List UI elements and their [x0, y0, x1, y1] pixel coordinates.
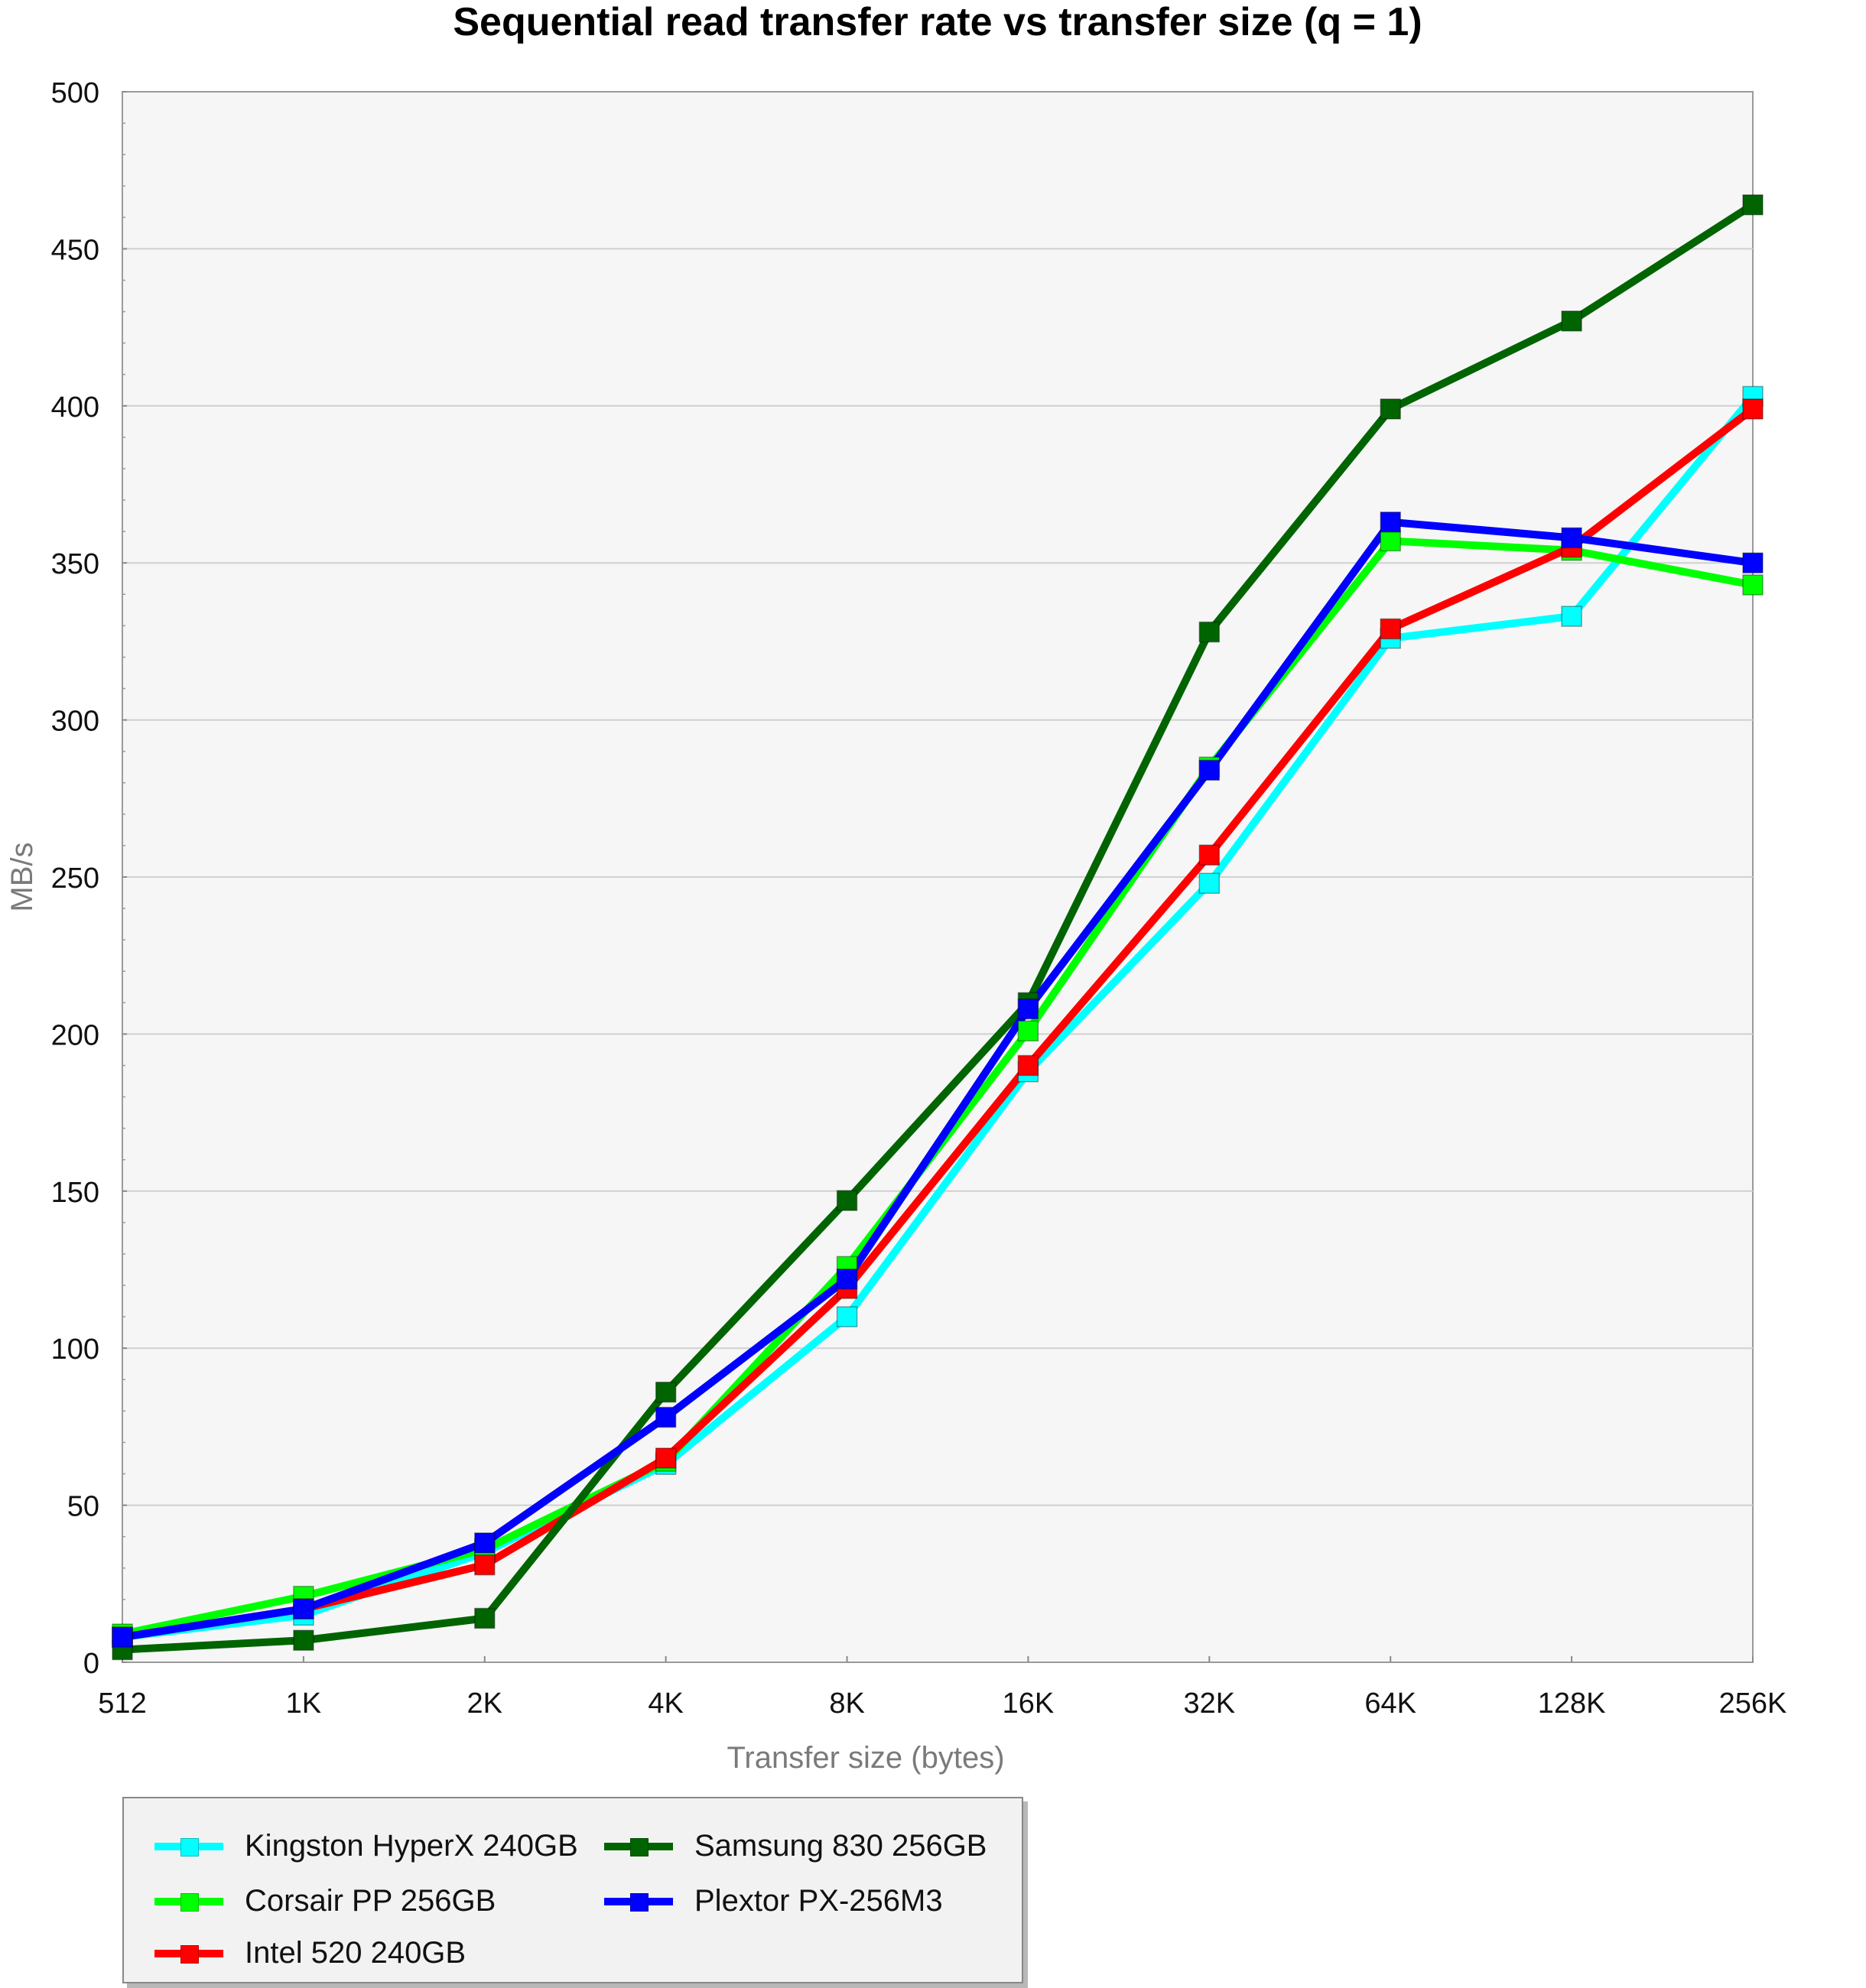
- legend-item: Corsair PP 256GB: [154, 1884, 496, 1918]
- data-point: [474, 1532, 496, 1554]
- y-tick-label: 500: [51, 77, 99, 109]
- x-tick-label: 128K: [1538, 1688, 1606, 1720]
- data-point: [474, 1607, 496, 1629]
- legend-item: Kingston HyperX 240GB: [154, 1829, 578, 1863]
- data-point: [1198, 872, 1221, 894]
- data-point: [836, 1190, 858, 1211]
- legend-label: Intel 520 240GB: [245, 1936, 466, 1970]
- data-point: [1742, 194, 1764, 216]
- data-point: [655, 1381, 677, 1403]
- data-point: [1017, 1020, 1039, 1042]
- data-point: [1198, 621, 1221, 643]
- y-tick-label: 450: [51, 234, 99, 266]
- data-point: [1561, 310, 1582, 332]
- legend-swatch: [154, 1892, 223, 1912]
- data-point: [1017, 1054, 1039, 1077]
- y-tick-label: 150: [51, 1177, 99, 1209]
- x-tick-label: 256K: [1719, 1688, 1787, 1720]
- data-point: [655, 1406, 677, 1428]
- y-axis: 0 50 100 150 200 250 300 350 400 450 500: [51, 77, 127, 1680]
- x-axis-label: Transfer size (bytes): [727, 1741, 1004, 1775]
- legend-swatch: [604, 1837, 673, 1856]
- data-point: [112, 1626, 133, 1648]
- legend-label: Kingston HyperX 240GB: [245, 1829, 578, 1863]
- legend-label: Plextor PX-256M3: [694, 1884, 943, 1918]
- legend-swatch: [604, 1892, 673, 1912]
- data-point: [1380, 512, 1401, 533]
- x-axis: 512 1K 2K 4K 8K 16K 32K 64K 128K 256K: [98, 1656, 1786, 1720]
- x-tick-label: 512: [98, 1688, 146, 1720]
- y-tick-label: 350: [51, 548, 99, 580]
- y-tick-label: 400: [51, 391, 99, 424]
- data-point: [293, 1598, 314, 1619]
- y-axis-label: MB/s: [5, 842, 39, 911]
- data-point: [836, 1268, 858, 1290]
- y-tick-label: 0: [83, 1648, 99, 1680]
- series-line: [122, 405, 1756, 1642]
- series-line: [122, 201, 1755, 1654]
- x-tick-label: 64K: [1364, 1688, 1416, 1720]
- legend-label: Corsair PP 256GB: [245, 1884, 496, 1918]
- data-point: [1198, 844, 1221, 866]
- data-point: [1561, 606, 1582, 627]
- legend-swatch: [154, 1944, 223, 1964]
- data-point: [474, 1554, 496, 1576]
- y-tick-label: 200: [51, 1019, 99, 1051]
- data-point: [1380, 398, 1401, 420]
- x-tick-label: 16K: [1003, 1688, 1055, 1720]
- data-point: [836, 1306, 858, 1327]
- x-tick-label: 32K: [1184, 1688, 1236, 1720]
- data-point: [1017, 998, 1039, 1020]
- gridlines: [122, 248, 1753, 1506]
- legend-label: Samsung 830 256GB: [694, 1829, 987, 1863]
- x-tick-label: 4K: [648, 1688, 683, 1720]
- chart-title: Sequential read transfer rate vs transfe…: [453, 0, 1422, 44]
- series-line: [122, 518, 1754, 1642]
- data-point: [293, 1629, 314, 1651]
- data-point: [1380, 530, 1401, 552]
- legend: Kingston HyperX 240GB Samsung 830 256GB …: [122, 1797, 1023, 1983]
- legend-item: Plextor PX-256M3: [604, 1884, 943, 1918]
- data-point: [1742, 398, 1764, 420]
- y-tick-label: 50: [67, 1491, 99, 1523]
- x-tick-label: 1K: [286, 1688, 321, 1720]
- x-tick-label: 2K: [467, 1688, 502, 1720]
- y-tick-label: 300: [51, 706, 99, 738]
- legend-item: Samsung 830 256GB: [604, 1829, 987, 1863]
- data-point: [655, 1447, 677, 1469]
- y-tick-label: 250: [51, 862, 99, 895]
- x-tick-label: 8K: [829, 1688, 864, 1720]
- data-point: [1561, 527, 1582, 549]
- data-point: [1742, 552, 1764, 573]
- line-chart: Sequential read transfer rate vs transfe…: [5, 0, 1786, 1775]
- legend-swatch: [154, 1837, 223, 1856]
- legend-item: Intel 520 240GB: [154, 1936, 466, 1970]
- data-point: [1198, 759, 1221, 781]
- data-point: [1380, 618, 1401, 640]
- y-tick-label: 100: [51, 1333, 99, 1366]
- series-group: [112, 194, 1764, 1661]
- data-point: [1742, 574, 1764, 596]
